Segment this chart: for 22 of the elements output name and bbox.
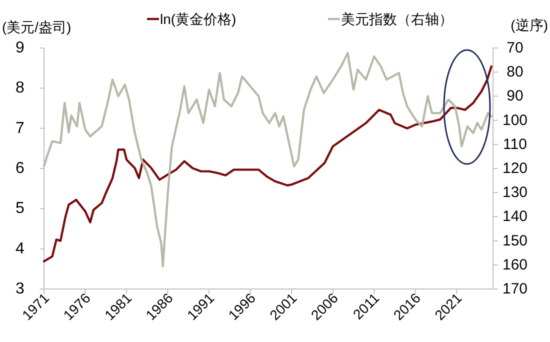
y2-tick-label: 130 xyxy=(502,184,528,202)
y2-tick-label: 100 xyxy=(502,112,528,129)
y2-tick-label: 110 xyxy=(503,136,527,153)
y-tick-label: 6 xyxy=(16,160,25,177)
y-tick-label: 4 xyxy=(16,240,25,258)
y2-axis-title: (逆序) xyxy=(510,17,548,33)
y-tick-label: 5 xyxy=(16,200,25,218)
y2-tick-label: 120 xyxy=(502,160,528,177)
y-tick-label: 9 xyxy=(16,40,25,56)
y2-tick-label: 80 xyxy=(506,64,524,81)
y2-tick-label: 160 xyxy=(502,256,528,274)
y2-tick-label: 90 xyxy=(506,88,524,105)
y2-tick-label: 150 xyxy=(502,232,528,250)
legend-label: 美元指数（右轴） xyxy=(341,11,453,27)
y-tick-label: 7 xyxy=(16,120,25,137)
y-tick-label: 3 xyxy=(16,280,25,298)
y2-tick-label: 140 xyxy=(502,208,528,226)
y-axis-title: (美元/盎司) xyxy=(2,19,72,35)
y-tick-label: 8 xyxy=(16,80,25,97)
y2-tick-label: 170 xyxy=(502,280,528,298)
y2-tick-label: 70 xyxy=(506,40,524,56)
legend-label: ln(黄金价格) xyxy=(160,11,236,27)
